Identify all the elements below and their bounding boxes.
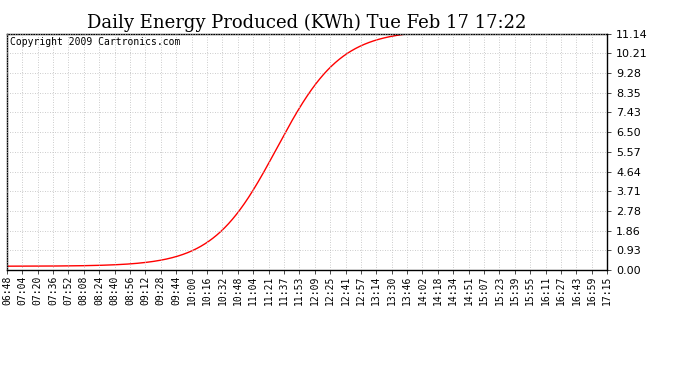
Text: Copyright 2009 Cartronics.com: Copyright 2009 Cartronics.com (10, 37, 180, 47)
Title: Daily Energy Produced (KWh) Tue Feb 17 17:22: Daily Energy Produced (KWh) Tue Feb 17 1… (88, 14, 526, 32)
